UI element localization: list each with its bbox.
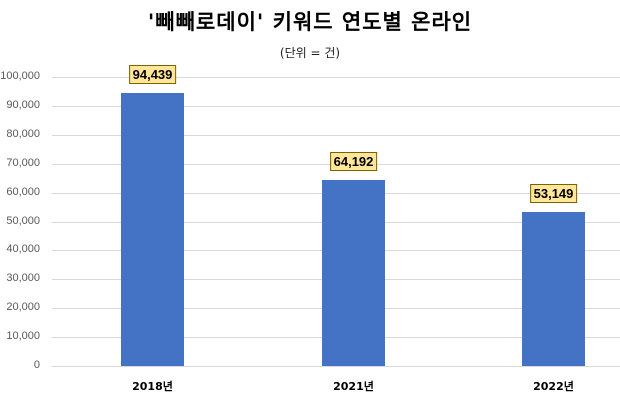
y-tick-label: 80,000: [6, 127, 40, 140]
data-label: 94,439: [128, 65, 177, 85]
bar-2022년: [522, 212, 585, 366]
x-tick-label: 2022년: [533, 380, 574, 393]
chart-title: '빼빼로데이' 키워드 연도별 온라인: [147, 10, 473, 34]
y-tick-label: 60,000: [6, 185, 40, 198]
x-tick-label: 2018년: [132, 380, 173, 393]
y-tick-label: 70,000: [6, 156, 40, 169]
chart-subtitle: (단위 = 건): [279, 46, 341, 60]
y-tick-label: 100,000: [0, 70, 40, 82]
gridline: [52, 134, 620, 136]
y-tick-label: 10,000: [6, 330, 40, 343]
y-tick-label: 40,000: [6, 243, 40, 256]
data-label: 64,192: [329, 152, 378, 172]
plot-area: 94,439 64,192 53,149: [52, 65, 620, 367]
gridline: [52, 105, 620, 107]
y-tick-label: 50,000: [6, 214, 40, 227]
bar-2018년: [121, 93, 184, 366]
gridline: [52, 77, 620, 78]
y-tick-label: 90,000: [6, 98, 40, 111]
data-label: 53,149: [529, 184, 578, 204]
bar-2021년: [322, 180, 385, 366]
gridline: [52, 366, 620, 367]
y-tick-label: 20,000: [6, 301, 40, 314]
y-tick-label: 30,000: [6, 272, 40, 285]
x-tick-label: 2021년: [333, 380, 374, 393]
y-tick-label: 0: [33, 359, 40, 371]
